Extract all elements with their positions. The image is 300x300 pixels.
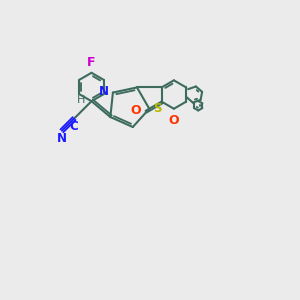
Text: N: N	[57, 132, 67, 145]
Text: S: S	[153, 102, 161, 115]
Text: N: N	[99, 85, 109, 98]
Text: C: C	[70, 120, 79, 133]
Text: O: O	[131, 104, 141, 117]
Text: H: H	[76, 95, 85, 105]
Text: F: F	[87, 56, 96, 69]
Text: O: O	[169, 114, 179, 127]
